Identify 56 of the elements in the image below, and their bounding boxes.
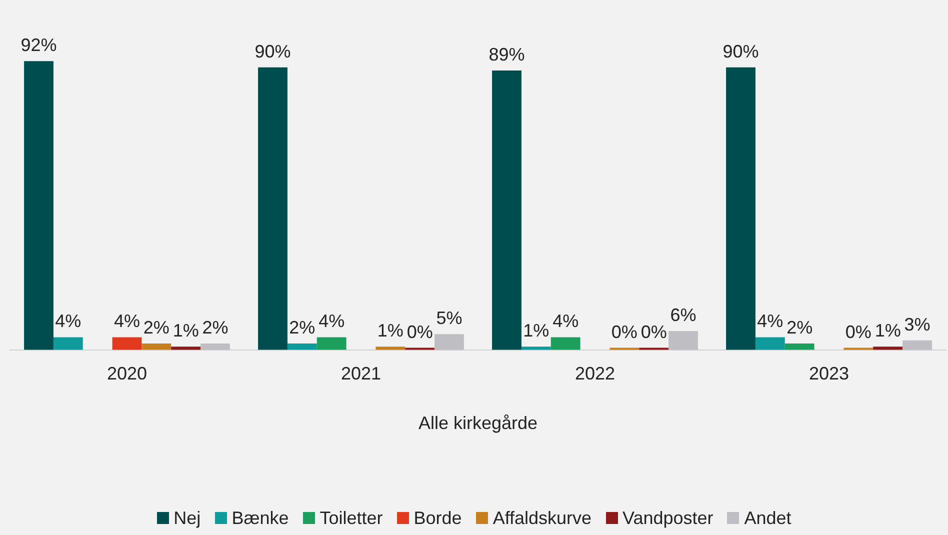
data-label: 0% <box>611 322 638 342</box>
data-label: 4% <box>757 311 784 332</box>
legend-label: Nej <box>174 508 201 528</box>
bar <box>258 67 288 350</box>
data-label: 1% <box>377 320 404 341</box>
data-label: 0% <box>406 322 433 342</box>
bar <box>142 344 172 350</box>
x-tick-label: 2021 <box>340 364 382 384</box>
data-label: 2% <box>786 317 813 338</box>
bar <box>434 334 464 350</box>
bar <box>171 346 201 350</box>
bar <box>200 344 230 350</box>
data-label: 89% <box>488 44 525 64</box>
data-label: 2% <box>143 317 170 338</box>
data-label: 1% <box>172 320 199 341</box>
data-label: 92% <box>20 35 57 56</box>
bar <box>550 337 580 350</box>
data-label: 2% <box>289 317 316 338</box>
legend-label: Andet <box>744 508 792 528</box>
bar <box>755 337 785 350</box>
x-axis-title: Alle kirkegårde <box>418 413 538 434</box>
data-label: 0% <box>640 322 667 342</box>
bar <box>492 70 522 350</box>
bar <box>521 346 551 350</box>
bar <box>873 346 903 350</box>
data-label: 1% <box>523 320 550 341</box>
bar <box>53 337 83 350</box>
data-label: 90% <box>722 41 759 62</box>
legend-label: Affaldskurve <box>492 508 592 528</box>
data-label: 1% <box>874 320 901 341</box>
bar <box>726 67 756 350</box>
x-tick-label: 2022 <box>574 364 616 384</box>
data-label: 90% <box>254 41 291 62</box>
data-label: 5% <box>436 308 462 328</box>
bar <box>668 330 698 350</box>
data-label: 4% <box>114 311 140 332</box>
bar <box>24 61 54 350</box>
data-label: 4% <box>55 311 82 332</box>
data-label: 6% <box>670 304 696 325</box>
data-label: 3% <box>904 314 930 334</box>
data-label: 4% <box>552 311 579 332</box>
x-tick-label: 2020 <box>106 364 148 384</box>
data-label: 2% <box>202 317 228 338</box>
bar <box>112 337 142 350</box>
data-label: 0% <box>845 322 872 342</box>
data-label: 4% <box>318 311 345 332</box>
bar <box>902 340 932 350</box>
legend-label: Vandposter <box>622 508 714 528</box>
bar <box>316 337 346 350</box>
legend-label: Toiletter <box>320 508 383 528</box>
bar <box>784 344 814 350</box>
x-tick-label: 2023 <box>808 364 850 384</box>
legend-label: Bænke <box>232 508 289 528</box>
bar <box>376 346 406 350</box>
bar <box>287 344 317 350</box>
legend-label: Borde <box>414 508 462 528</box>
